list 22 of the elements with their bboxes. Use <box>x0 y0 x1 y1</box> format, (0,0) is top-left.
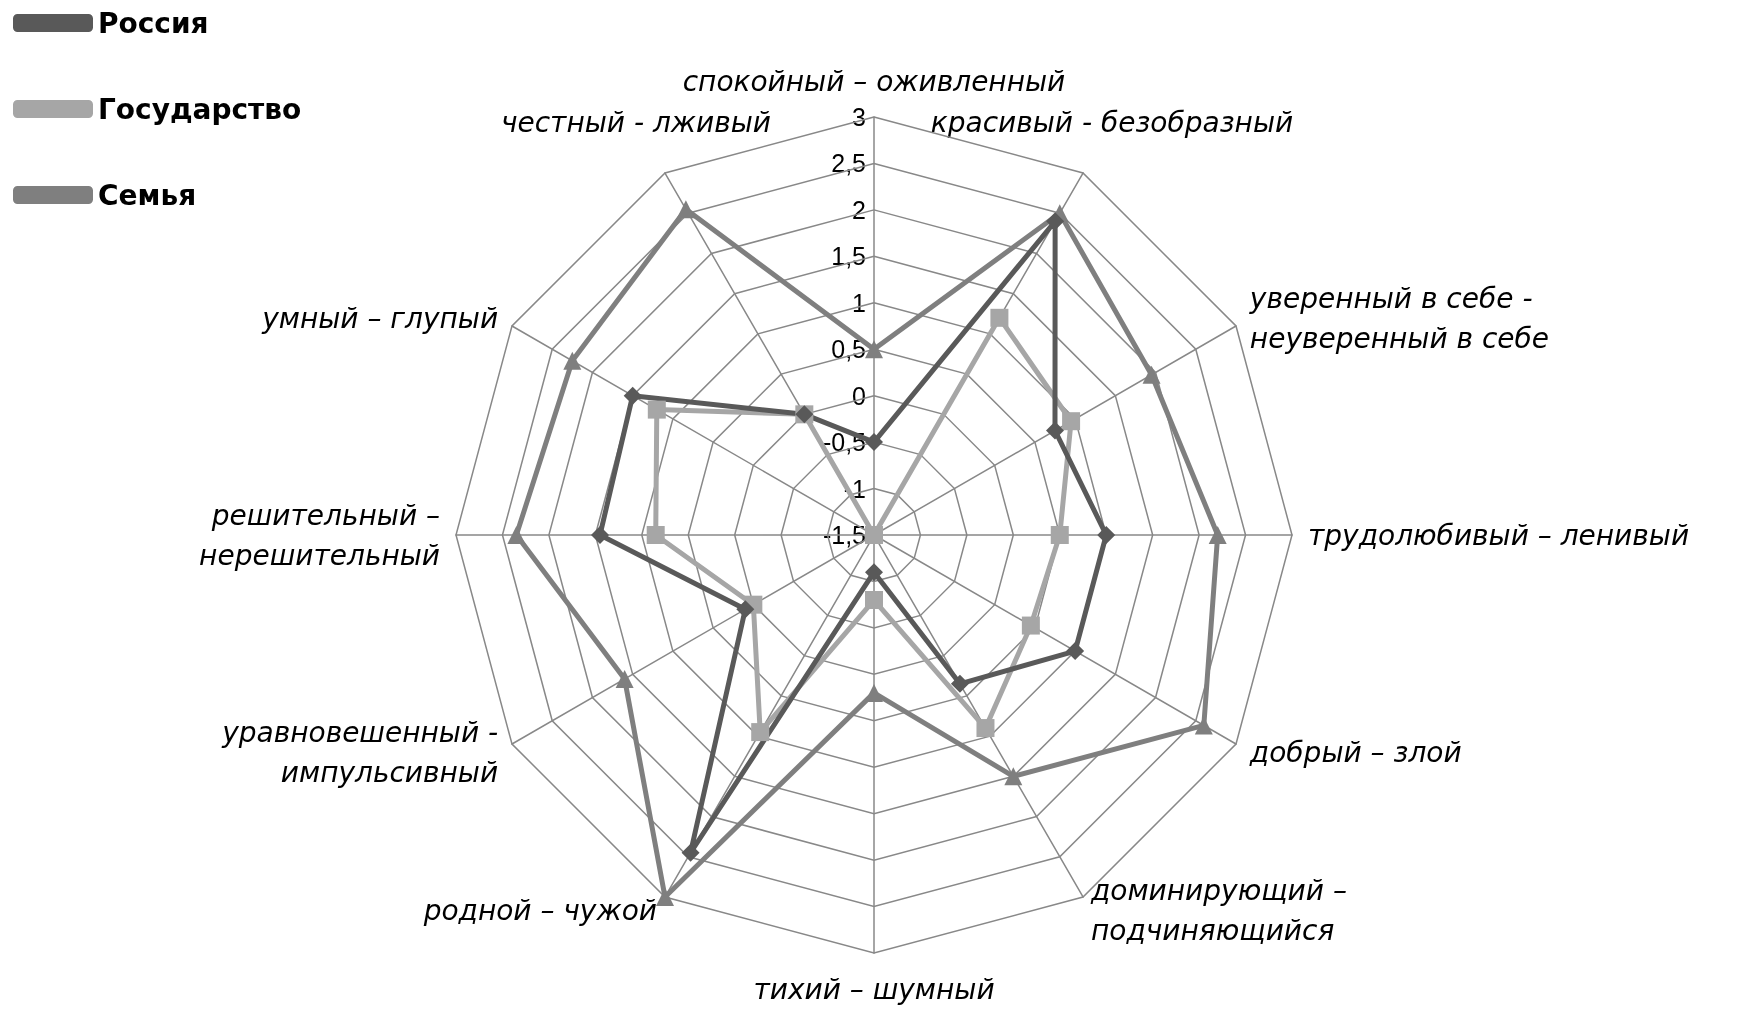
spoke-label: решительный – нерешительный <box>199 498 440 572</box>
y-tick-label: 2,5 <box>831 149 866 178</box>
y-tick-label: 0 <box>852 381 866 410</box>
y-tick-label: 3 <box>852 103 866 131</box>
y-tick-label: 1 <box>852 288 866 317</box>
spoke-label: тихий – шумный <box>753 972 995 1006</box>
legend-label: Государство <box>98 92 302 126</box>
spoke-label: спокойный – оживленный <box>682 64 1066 98</box>
y-tick-label: 1,5 <box>831 242 866 271</box>
spoke-label: умный – глупый <box>261 301 499 335</box>
spoke-label: уверенный в себе - неуверенный в себе <box>1248 281 1550 355</box>
spoke-label: трудолюбивый – ленивый <box>1308 518 1690 552</box>
spoke-label: доминирующий – подчиняющийся <box>1090 874 1347 948</box>
y-tick-label: 2 <box>852 195 866 224</box>
spoke-label: уравновешенный - импульсивный <box>221 715 499 789</box>
spoke-label: честный - лживый <box>500 106 772 140</box>
spoke-label: родной – чужой <box>422 894 657 928</box>
y-tick-label: -1,5 <box>822 521 866 549</box>
spoke-label: добрый – злой <box>1248 735 1462 769</box>
legend-label: Россия <box>98 6 209 40</box>
legend-label: Семья <box>98 178 197 212</box>
spoke-label: красивый - безобразный <box>930 106 1294 140</box>
